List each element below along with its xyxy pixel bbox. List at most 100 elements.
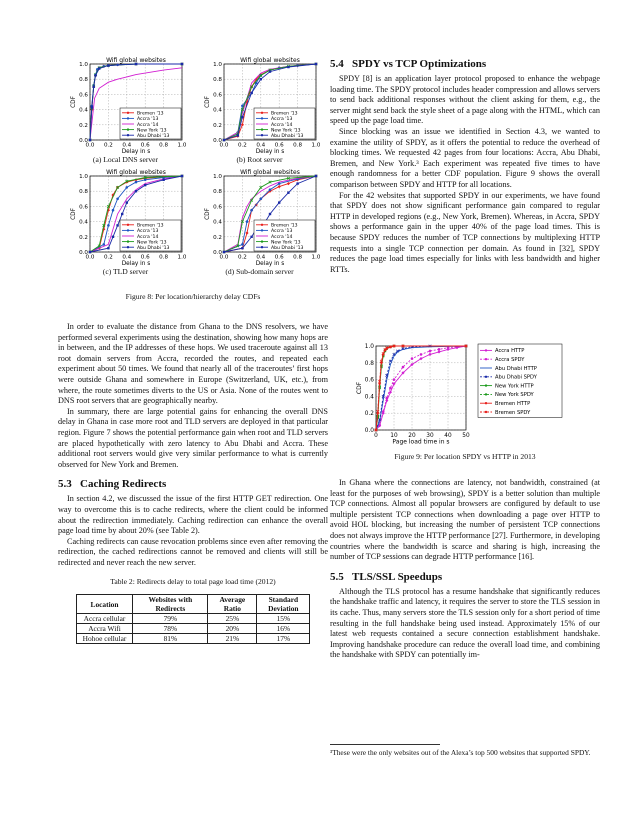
data-point [144, 183, 147, 187]
table-header-location: Location [75, 594, 134, 615]
legend-label: New York '13 [137, 239, 167, 245]
legend-marker [484, 410, 488, 414]
data-point [379, 359, 383, 363]
data-point [236, 244, 240, 248]
x-tick-label: 0.6 [141, 143, 150, 149]
subplot-label-a: (a) Local DNS server [92, 155, 159, 164]
data-point [401, 371, 405, 375]
x-tick-label: 0.8 [159, 255, 168, 261]
left-paragraph-3: In section 4.2, we discussed the issue o… [58, 494, 328, 536]
x-axis-label: Delay in s [122, 149, 151, 155]
series-line [223, 63, 317, 141]
y-tick-label: 1.0 [365, 344, 375, 350]
table-cell: 16% [256, 623, 311, 635]
x-tick-label: 1.0 [312, 143, 320, 149]
legend-label: Accra '13 [137, 228, 158, 234]
legend-label: Accra '13 [271, 116, 292, 122]
legend-marker [126, 128, 130, 131]
data-point [259, 78, 262, 81]
data-point [241, 116, 244, 119]
data-point [277, 182, 281, 185]
table-header-average: Average Ratio [207, 594, 258, 615]
legend-label: Abu Dhabi '13 [137, 245, 170, 251]
series-line [89, 175, 183, 253]
y-tick-label: 0.4 [213, 220, 222, 226]
left-paragraph-1: In order to evaluate the distance from G… [58, 322, 328, 406]
series-line [375, 345, 467, 431]
x-tick-label: 0.4 [256, 255, 265, 261]
data-point [111, 235, 115, 238]
y-tick-label: 0.4 [213, 108, 222, 114]
y-tick-label: 0.8 [79, 189, 88, 195]
data-point [314, 174, 318, 178]
legend-marker [126, 229, 130, 232]
data-point [102, 243, 106, 246]
series-line [223, 175, 317, 253]
data-point [286, 176, 290, 180]
data-point [116, 224, 119, 227]
x-tick-label: 30 [426, 433, 434, 439]
data-point [381, 394, 385, 398]
data-point [180, 62, 184, 66]
figure8-subplot-c: 0.0 0.2 0.4 0.6 0.8 1.0 0.0 0.2 0.4 0.6 0.8 1.0 Wifi… [68, 168, 186, 268]
x-tick-label: 0.4 [256, 143, 265, 149]
x-axis-label: Delay in s [256, 149, 285, 155]
legend-marker [126, 134, 130, 137]
data-point [222, 250, 226, 254]
x-tick-label: 50 [462, 433, 470, 439]
data-point [410, 362, 414, 367]
legend-marker [484, 402, 488, 405]
legend-marker [126, 223, 130, 226]
x-tick-label: 1.0 [312, 255, 320, 261]
x-tick-label: 0 [374, 433, 378, 439]
right-body-top: 5.4 SPDY vs TCP Optimizations SPDY [8] is… [330, 58, 600, 275]
data-point [286, 182, 290, 186]
x-tick-label: 0.8 [293, 255, 302, 261]
legend-label: Accra '13 [137, 116, 158, 122]
data-point [250, 235, 253, 238]
y-tick-label: 0.6 [365, 378, 375, 384]
table-row: Hohoe cellular 81% 21% 17% [75, 633, 311, 645]
legend-label: New York '13 [137, 127, 167, 133]
y-tick-label: 0.0 [79, 138, 88, 144]
legend-marker [260, 246, 264, 249]
table-cell: 25% [207, 613, 258, 625]
data-point [125, 201, 128, 204]
y-tick-label: 0.6 [79, 204, 88, 210]
x-tick-label: 0.0 [86, 143, 95, 149]
legend-marker [126, 117, 130, 120]
y-tick-label: 0.2 [365, 411, 375, 417]
data-point [107, 64, 110, 67]
x-tick-label: 10 [390, 433, 398, 439]
y-tick-label: 0.2 [79, 235, 88, 241]
data-point [378, 418, 382, 422]
data-point [121, 212, 124, 216]
y-axis-label: CDF [205, 208, 211, 220]
table-cell: 17% [256, 633, 311, 645]
table-cell: 15% [256, 613, 311, 625]
legend-marker [260, 134, 264, 137]
chart-tld-server: 0.0 0.2 0.4 0.6 0.8 1.0 0.0 0.2 0.4 0.6 0.8 1.0 Wifi… [71, 169, 186, 267]
x-tick-label: 0.0 [220, 143, 229, 149]
data-point [102, 223, 106, 227]
data-point [245, 100, 249, 104]
footnote: ³These were the only websites out of the… [330, 748, 591, 757]
legend-marker [126, 111, 130, 114]
chart-title: Wifi global websites [240, 169, 300, 176]
data-point [392, 378, 396, 381]
x-tick-label: 0.2 [104, 143, 113, 149]
chart-root-server: 0.0 0.2 0.4 0.6 0.8 1.0 0.0 0.2 0.4 0.6 0.8 1.0 Wifi… [205, 57, 320, 155]
data-point [268, 212, 272, 216]
data-point [314, 62, 318, 66]
x-axis-label: Delay in s [256, 261, 285, 267]
data-point [392, 382, 396, 386]
series-line [223, 63, 317, 141]
legend-marker [260, 111, 264, 114]
legend-marker [126, 246, 130, 249]
data-point [92, 85, 95, 88]
data-point [240, 123, 244, 127]
data-point [90, 106, 94, 109]
legend-label: Abu Dhabi SPDY [495, 375, 538, 381]
y-tick-label: 0.0 [365, 428, 375, 434]
legend-label: New York HTTP [495, 383, 534, 389]
